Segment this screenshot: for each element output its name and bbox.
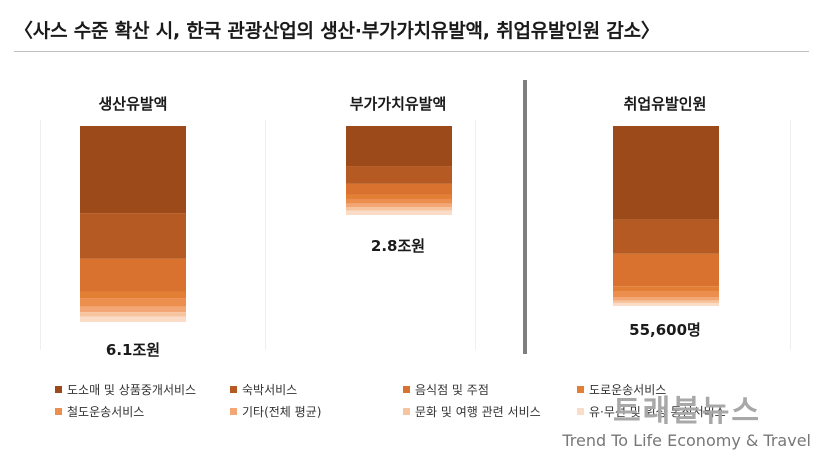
gridline	[265, 120, 266, 350]
panel-title-production: 생산유발액	[98, 95, 168, 113]
legend-label: 음식점 및 주점	[415, 383, 489, 397]
legend-item: 도소매 및 상품중개서비스	[55, 381, 196, 398]
legend-label: 기타(전체 평균)	[242, 405, 322, 419]
legend-item: 숙박서비스	[230, 381, 297, 398]
legend-swatch	[55, 386, 62, 393]
bar-segment	[613, 297, 719, 301]
bar-segment	[346, 126, 452, 167]
gridline	[475, 120, 476, 350]
legend-swatch	[230, 386, 237, 393]
bar-segment	[80, 291, 186, 299]
bar-segment	[346, 203, 452, 207]
legend-swatch	[403, 386, 410, 393]
bar-segment	[80, 213, 186, 259]
bar-segment	[346, 198, 452, 204]
gridline	[790, 120, 791, 350]
legend-label: 유·무선 및 위성 통신서비스	[589, 405, 726, 419]
legend-label: 도소매 및 상품중개서비스	[67, 383, 197, 397]
total-label-employment: 55,600명	[629, 321, 701, 339]
legend-swatch	[230, 408, 237, 415]
bar-segment	[613, 126, 719, 220]
bar-segment	[80, 306, 186, 313]
panel-title-value-added: 부가가치유발액	[349, 95, 447, 113]
bar-segment	[613, 219, 719, 254]
bar-segment	[80, 316, 186, 322]
panel-title-employment: 취업유발인원	[623, 95, 707, 113]
chart-title: 〈사스 수준 확산 시, 한국 관광산업의 생산·부가가치유발액, 취업유발인원…	[14, 20, 660, 42]
legend-item: 음식점 및 주점	[403, 381, 489, 398]
legend-swatch	[577, 386, 584, 393]
legend-swatch	[403, 408, 410, 415]
legend-item: 기타(전체 평균)	[230, 403, 321, 420]
bar-segment	[80, 298, 186, 307]
total-label-value-added: 2.8조원	[370, 237, 426, 255]
bar-segment	[346, 210, 452, 215]
bar-segment	[346, 206, 452, 211]
bar-segment	[346, 166, 452, 184]
gridline	[40, 120, 41, 350]
legend-swatch	[55, 408, 62, 415]
bar-segment	[613, 303, 719, 306]
legend-item: 도로운송서비스	[577, 381, 666, 398]
bar-segment	[80, 126, 186, 214]
title-divider	[14, 51, 809, 52]
legend-label: 문화 및 여행 관련 서비스	[415, 405, 541, 419]
bar-segment	[346, 183, 452, 195]
watermark-brand: 트래블뉴스	[613, 394, 761, 429]
panel-divider	[523, 80, 527, 354]
legend-item: 유·무선 및 위성 통신서비스	[577, 403, 726, 420]
bar-segment	[613, 291, 719, 297]
legend-swatch	[577, 408, 584, 415]
legend-item: 철도운송서비스	[55, 403, 144, 420]
watermark-tagline: Trend To Life Economy & Travel	[562, 431, 811, 450]
bar-segment	[80, 258, 186, 292]
legend-label: 숙박서비스	[242, 383, 298, 397]
bar-segment	[346, 194, 452, 199]
bar-segment	[613, 253, 719, 287]
legend-item: 문화 및 여행 관련 서비스	[403, 403, 541, 420]
bar-segment	[80, 312, 186, 317]
legend-label: 철도운송서비스	[67, 405, 145, 419]
bar-segment	[613, 300, 719, 304]
total-label-production: 6.1조원	[105, 341, 161, 359]
legend-label: 도로운송서비스	[589, 383, 667, 397]
bar-segment	[613, 286, 719, 292]
